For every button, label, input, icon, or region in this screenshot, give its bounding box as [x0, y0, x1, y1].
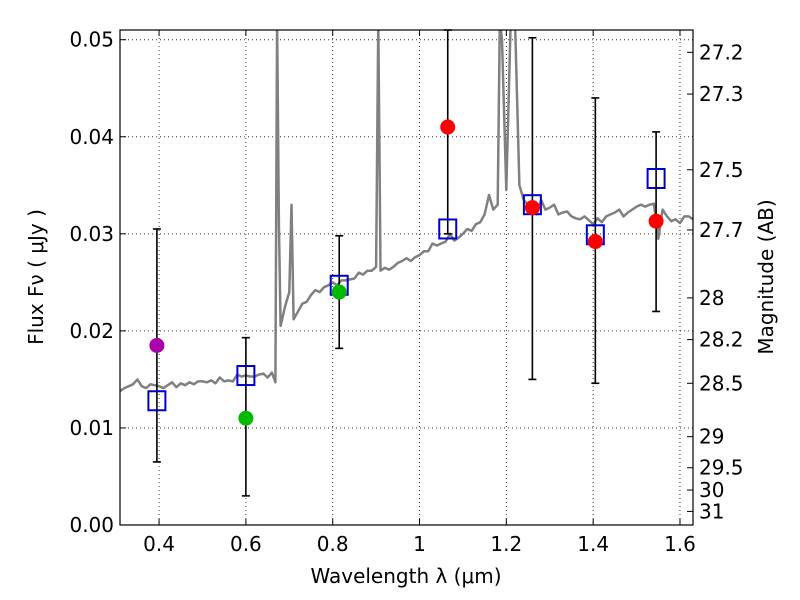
y-tick-label: 0.03	[69, 222, 114, 246]
right-tick-label: 28.5	[699, 371, 744, 395]
right-tick-label: 29.5	[699, 456, 744, 480]
data-point	[331, 284, 347, 300]
data-point	[524, 200, 540, 216]
y-tick-label: 0.00	[69, 513, 114, 537]
y-tick-label: 0.02	[69, 319, 114, 343]
x-tick-label: 1.6	[664, 532, 696, 556]
data-point	[440, 119, 456, 135]
x-tick-label: 0.4	[143, 532, 175, 556]
spectrum-series	[120, 30, 693, 393]
right-tick-label: 27.2	[699, 40, 744, 64]
spectrum-line	[120, 30, 693, 393]
right-tick-label: 31	[699, 499, 724, 523]
data-point	[648, 213, 664, 229]
data-point	[149, 337, 165, 353]
right-axis-title: Magnitude (AB)	[754, 199, 778, 354]
right-tick-label: 27.7	[699, 218, 744, 242]
x-tick-label: 0.6	[230, 532, 262, 556]
model-square	[438, 218, 458, 240]
y-tick-label: 0.04	[69, 125, 114, 149]
axis-ticks: 0.4 0.6 0.8 1 1.2 1.4 1.6 0.00 0.01 0.02 0.03 0.04 0…	[69, 28, 743, 556]
right-tick-label: 27.3	[699, 82, 744, 106]
right-tick-label: 28	[699, 286, 724, 310]
photometry-points	[149, 119, 664, 426]
model-square	[236, 365, 256, 387]
model-bandpass-squares	[147, 168, 666, 412]
model-square	[646, 168, 666, 189]
x-axis-title: Wavelength λ (μm)	[310, 564, 501, 588]
x-tick-label: 1.4	[577, 532, 609, 556]
data-point	[238, 410, 254, 426]
right-tick-label: 30	[699, 478, 724, 502]
x-tick-label: 1.2	[490, 532, 522, 556]
data-point	[587, 234, 603, 250]
right-tick-label: 27.5	[699, 158, 744, 182]
x-tick-label: 0.8	[317, 532, 349, 556]
y-tick-label: 0.01	[69, 416, 114, 440]
right-tick-label: 29	[699, 425, 724, 449]
plot-frame	[119, 29, 694, 526]
y-axis-title: Flux Fν ( μJy )	[24, 209, 48, 345]
model-square	[147, 390, 167, 412]
y-tick-label: 0.05	[69, 28, 114, 52]
right-tick-label: 28.2	[699, 328, 744, 352]
x-tick-label: 1	[413, 532, 426, 556]
